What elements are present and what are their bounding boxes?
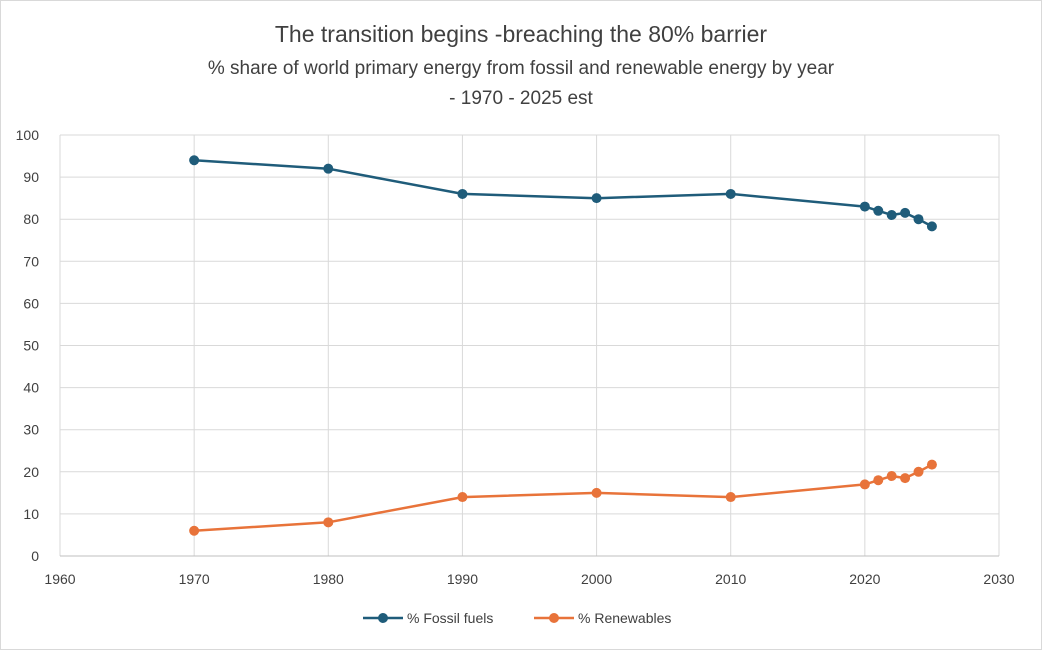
data-point (457, 492, 468, 503)
data-point (323, 163, 334, 174)
data-point (886, 209, 897, 220)
data-point (189, 155, 200, 166)
data-point (859, 479, 870, 490)
series-line-1 (194, 463, 933, 532)
data-point (189, 525, 200, 536)
series-line-0 (194, 159, 933, 228)
data-point (457, 188, 468, 199)
data-point (323, 517, 334, 528)
y-tick-label: 100 (16, 127, 40, 143)
data-point (886, 471, 897, 482)
x-tick-label: 1960 (44, 571, 75, 587)
data-point (900, 473, 911, 484)
legend-marker (378, 613, 388, 623)
data-point (725, 492, 736, 503)
y-tick-label: 30 (23, 422, 39, 438)
legend-label: % Renewables (578, 610, 671, 626)
x-tick-label: 1970 (179, 571, 210, 587)
data-point (591, 193, 602, 204)
legend-item-0: % Fossil fuels (363, 610, 493, 626)
y-tick-label: 80 (23, 211, 39, 227)
data-point (926, 221, 937, 232)
data-point (873, 205, 884, 216)
y-tick-label: 90 (23, 169, 39, 185)
x-tick-label: 1990 (447, 571, 478, 587)
series (189, 155, 937, 536)
data-point (913, 214, 924, 225)
x-tick-label: 2020 (849, 571, 880, 587)
x-tick-label: 2000 (581, 571, 612, 587)
chart-subtitle-line-1: % share of world primary energy from fos… (208, 58, 835, 79)
y-tick-label: 10 (23, 506, 39, 522)
data-point (913, 466, 924, 477)
y-tick-label: 50 (23, 338, 39, 354)
data-point (926, 459, 937, 470)
y-tick-label: 40 (23, 380, 39, 396)
data-point (873, 475, 884, 486)
y-tick-label: 0 (31, 548, 39, 564)
x-tick-label: 2010 (715, 571, 746, 587)
data-point (900, 207, 911, 218)
legend-marker (549, 613, 559, 623)
data-point (591, 487, 602, 498)
y-tick-label: 20 (23, 464, 39, 480)
legend-item-1: % Renewables (534, 610, 671, 626)
y-tick-label: 70 (23, 253, 39, 269)
grid (59, 134, 1000, 556)
y-tick-label: 60 (23, 295, 39, 311)
chart-subtitle-line-2: - 1970 - 2025 est (449, 88, 593, 109)
data-point (859, 201, 870, 212)
legend: % Fossil fuels % Renewables (363, 610, 671, 626)
x-tick-label: 1980 (313, 571, 344, 587)
chart-title: The transition begins -breaching the 80%… (275, 21, 768, 47)
data-point (725, 188, 736, 199)
legend-label: % Fossil fuels (407, 610, 493, 626)
x-tick-label: 2030 (983, 571, 1014, 587)
